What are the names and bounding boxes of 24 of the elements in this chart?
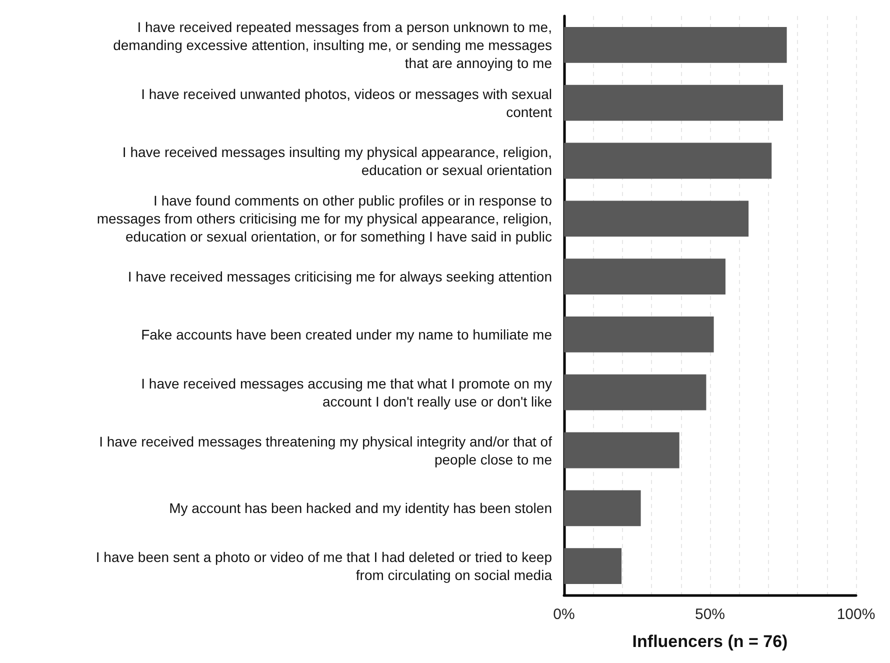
bar <box>564 490 641 526</box>
bar <box>564 548 622 584</box>
y-tick-label: Fake accounts have been created under my name to humiliate me <box>141 326 552 342</box>
y-tick-label: I have been sent a photo or video of me that I had deleted or tried to keep from circulating on social media <box>96 549 552 584</box>
y-tick-label: I have found comments on other public profiles or in response to messages from others criticising me for my physical appearance, religion, education or sexual orientation, or for something I have said in public <box>96 192 552 245</box>
y-tick-label: I have received messages insulting my physical appearance, religion, education or sexual orientation <box>122 144 552 178</box>
y-tick-label: I have received unwanted photos, videos or messages with sexual content <box>141 86 552 120</box>
x-tick-label: 50% <box>694 606 726 623</box>
x-tick-label: 100% <box>836 606 876 623</box>
bar <box>564 84 783 121</box>
bar <box>564 27 787 63</box>
y-tick-label: My account has been hacked and my identity has been stolen <box>169 500 552 516</box>
bar <box>564 258 726 294</box>
bar <box>564 432 680 468</box>
x-axis-title: Influencers (n = 76) <box>632 632 788 651</box>
y-tick-label: I have received repeated messages from a person unknown to me, demanding excessive attention, insulting me, or sending me messages that are annoying to me <box>113 18 552 71</box>
y-tick-label: I have received messages criticising me for always seeking attention <box>128 268 552 285</box>
y-tick-label: I have received messages threatening my physical integrity and/or that of people close to me <box>99 433 552 468</box>
bar <box>564 200 749 237</box>
y-tick-label: I have received messages accusing me that what I promote on my account I don't really use or don't like <box>141 375 552 410</box>
x-tick-label: 0% <box>553 606 575 623</box>
bar <box>564 316 714 352</box>
bar <box>564 142 772 179</box>
bar <box>564 374 706 410</box>
